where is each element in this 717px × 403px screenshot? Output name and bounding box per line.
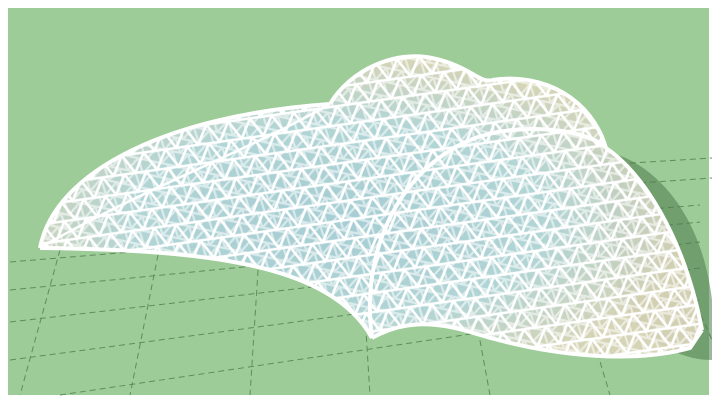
arch-ribs — [38, 54, 704, 359]
